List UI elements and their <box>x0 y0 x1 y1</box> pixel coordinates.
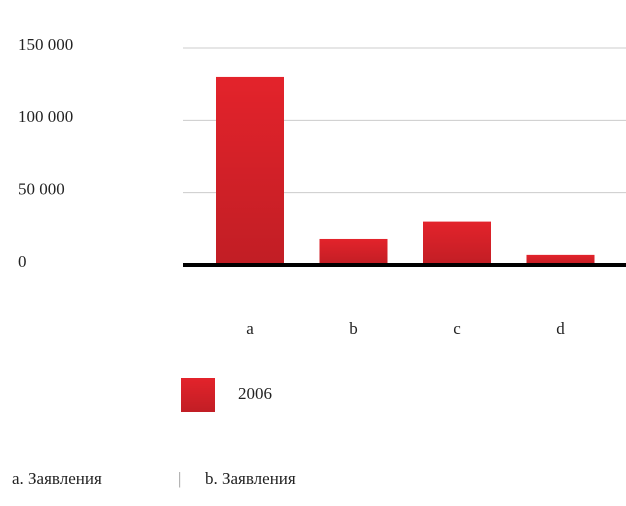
legend-swatch-shade <box>181 378 215 412</box>
x-tick-label: d <box>556 319 565 338</box>
x-tick-label: b <box>349 319 358 338</box>
x-tick-label: c <box>453 319 461 338</box>
footnote: b. Заявления <box>205 469 296 488</box>
bar <box>216 76 284 265</box>
x-tick-label: a <box>246 319 254 338</box>
separator: | <box>178 469 181 488</box>
y-tick-label: 150 000 <box>18 35 73 54</box>
y-tick-label: 100 000 <box>18 107 73 126</box>
footnote: a. Заявления <box>12 469 102 488</box>
bar <box>319 238 388 265</box>
y-tick-label: 0 <box>18 252 27 271</box>
legend-label: 2006 <box>238 384 272 403</box>
bar <box>423 221 491 265</box>
y-tick-label: 50 000 <box>18 180 65 199</box>
